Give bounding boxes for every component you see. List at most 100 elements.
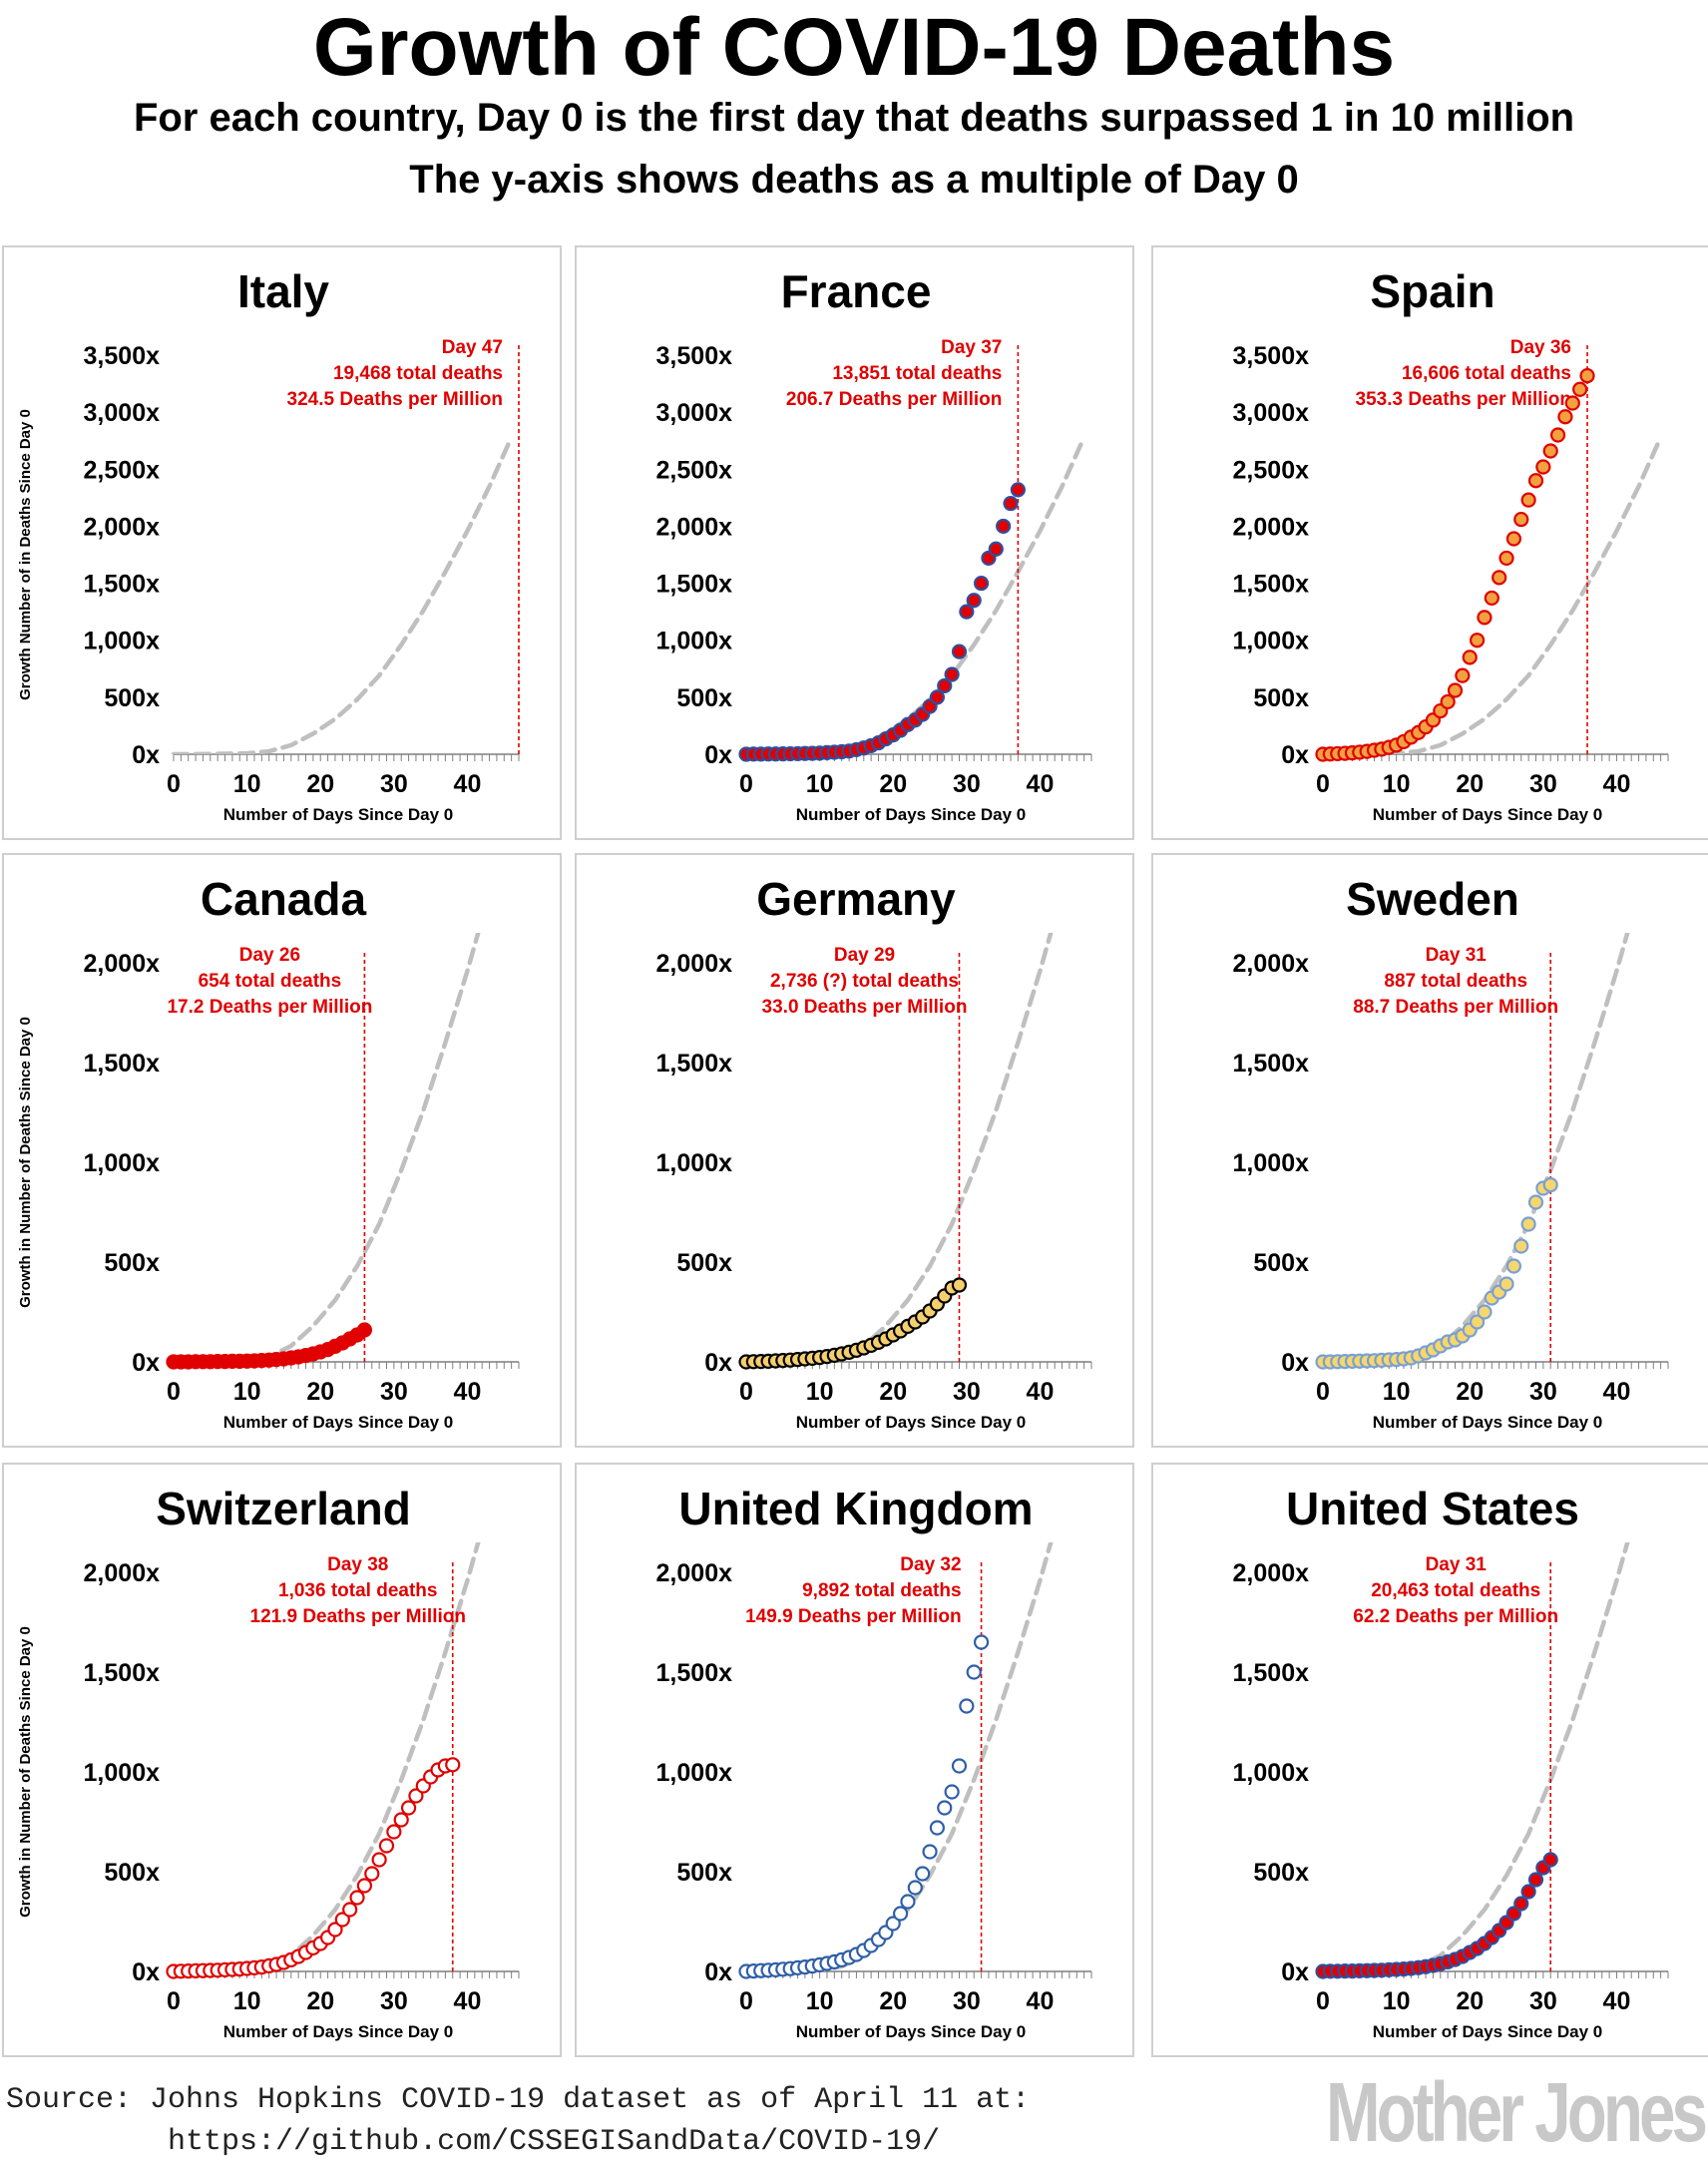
- y-tick-label: 1,500x: [656, 571, 733, 599]
- x-axis-label: Number of Days Since Day 0: [223, 1413, 454, 1432]
- x-tick-label: 10: [233, 770, 261, 798]
- y-axis-label: Growth in Number of Deaths Since Day 0: [17, 1626, 34, 1918]
- x-tick-label: 20: [1456, 770, 1484, 798]
- annotation-line: 1,036 total deaths: [278, 1580, 437, 1601]
- chart-title: Germany: [756, 873, 956, 925]
- x-tick-label: 30: [380, 1378, 408, 1406]
- annotation-line: 324.5 Deaths per Million: [287, 389, 503, 410]
- x-tick-label: 30: [1529, 1987, 1557, 2015]
- annotation-line: Day 26: [239, 945, 300, 966]
- data-point: [334, 1912, 350, 1928]
- chart-title: Canada: [201, 873, 367, 925]
- y-tick-label: 0x: [132, 741, 160, 769]
- x-axis-label: Number of Days Since Day 0: [1373, 2022, 1603, 2041]
- data-point: [944, 666, 960, 682]
- x-tick-label: 10: [1383, 1378, 1411, 1406]
- x-tick-label: 40: [1027, 1987, 1055, 2015]
- y-tick-label: 500x: [676, 1859, 732, 1887]
- source-line-2: https://github.com/CSSEGISandData/COVID-…: [6, 2125, 941, 2159]
- y-tick-label: 0x: [1281, 1958, 1309, 1986]
- x-tick-label: 10: [1383, 770, 1411, 798]
- data-point: [951, 1758, 968, 1774]
- y-tick-label: 2,500x: [656, 456, 733, 484]
- y-tick-label: 3,000x: [84, 399, 161, 427]
- chart-panel-united-states: United States 0x 500x 1,000x 1,500x 2,000x 0 10…: [1151, 1463, 1708, 2057]
- data-point: [937, 1800, 953, 1816]
- x-tick-label: 20: [306, 1378, 334, 1406]
- x-axis-label: Number of Days Since Day 0: [796, 2022, 1027, 2041]
- data-series-germany: [738, 1277, 968, 1370]
- y-tick-label: 2,000x: [656, 1559, 733, 1587]
- data-point: [885, 1916, 901, 1932]
- page-title: Growth of COVID-19 Deaths: [312, 2, 1396, 93]
- data-point: [951, 644, 968, 659]
- y-tick-label: 1,000x: [84, 628, 161, 655]
- x-axis-label: Number of Days Since Day 0: [223, 2022, 454, 2041]
- y-tick-label: 1,000x: [1233, 1759, 1310, 1787]
- data-point: [929, 1820, 946, 1836]
- x-tick-label: 10: [233, 1378, 261, 1406]
- annotation-line: 33.0 Deaths per Million: [762, 997, 968, 1018]
- y-tick-label: 1,500x: [656, 1050, 733, 1078]
- x-tick-label: 30: [380, 1987, 408, 2015]
- data-point: [1520, 492, 1536, 508]
- x-tick-label: 30: [1529, 1378, 1557, 1406]
- data-point: [1440, 693, 1456, 710]
- x-tick-label: 40: [1603, 1987, 1631, 2015]
- y-tick-label: 2,000x: [84, 513, 161, 541]
- data-point: [1513, 1238, 1529, 1254]
- data-point: [1477, 1304, 1493, 1320]
- chart-panel-italy: Italy 0x 500x 1,000x 1,500x 2,000x 2,500x 3,000…: [2, 245, 562, 840]
- annotation-line: 149.9 Deaths per Million: [745, 1606, 961, 1627]
- page-subtitle-y-axis: The y-axis shows deaths as a multiple of…: [409, 158, 1299, 202]
- y-tick-label: 500x: [1253, 684, 1309, 712]
- x-tick-label: 40: [1603, 1378, 1631, 1406]
- x-tick-label: 10: [1383, 1987, 1411, 2015]
- y-tick-label: 1,500x: [656, 1659, 733, 1687]
- y-tick-label: 1,500x: [1233, 571, 1310, 599]
- x-tick-label: 20: [1456, 1378, 1484, 1406]
- chart-svg-united-kingdom: United Kingdom 0x 500x 1,000x 1,500x 2,000x 0 1…: [656, 1483, 1092, 2041]
- chart-panel-sweden: Sweden 0x 500x 1,000x 1,500x 2,000x 0 10 20 30 40 N…: [1151, 853, 1708, 1448]
- x-tick-label: 20: [1456, 1987, 1484, 2015]
- data-point: [996, 518, 1012, 535]
- data-point: [1542, 1852, 1558, 1868]
- data-point: [1513, 511, 1529, 528]
- x-tick-label: 10: [806, 1378, 834, 1406]
- data-point: [371, 1852, 387, 1868]
- chart-panel-germany: Germany 0x 500x 1,000x 1,500x 2,000x 0 10 20 30 40…: [575, 853, 1134, 1448]
- annotation-line: 353.3 Deaths per Million: [1356, 389, 1571, 410]
- data-series-united-kingdom: [738, 1634, 990, 1979]
- chart-title: France: [781, 265, 932, 317]
- x-tick-label: 10: [806, 770, 834, 798]
- y-tick-label: 1,000x: [1233, 1149, 1310, 1177]
- x-tick-label: 40: [454, 1378, 482, 1406]
- data-point: [349, 1890, 365, 1906]
- y-tick-label: 1,000x: [1233, 628, 1310, 655]
- data-point: [327, 1922, 343, 1938]
- y-tick-label: 500x: [1253, 1249, 1309, 1277]
- x-tick-label: 40: [1603, 770, 1631, 798]
- data-point: [1505, 531, 1522, 547]
- annotation-line: 19,468 total deaths: [333, 363, 503, 384]
- data-point: [1542, 443, 1558, 459]
- data-point: [959, 1698, 975, 1714]
- chart-svg-france: France 0x 500x 1,000x 1,500x 2,000x 2,500x 3,00…: [656, 265, 1092, 824]
- data-point: [1498, 1276, 1514, 1292]
- chart-svg-spain: Spain 0x 500x 1,000x 1,500x 2,000x 2,500x 3,000…: [1233, 265, 1669, 824]
- y-tick-label: 500x: [1253, 1859, 1309, 1887]
- data-series-united-states: [1315, 1852, 1558, 1979]
- y-tick-label: 1,000x: [84, 1149, 161, 1177]
- chart-title: Italy: [237, 265, 329, 317]
- data-point: [1498, 550, 1514, 567]
- reference-curve-line: [743, 933, 1054, 1362]
- chart-panel-france: France 0x 500x 1,000x 1,500x 2,000x 2,500x 3,00…: [575, 245, 1134, 840]
- y-tick-label: 1,500x: [84, 571, 161, 599]
- annotation-line: Day 47: [442, 337, 503, 358]
- source-line-1: Source: Johns Hopkins COVID-19 dataset a…: [6, 2083, 1031, 2117]
- annotation-line: 121.9 Deaths per Million: [250, 1606, 466, 1627]
- data-point: [378, 1838, 395, 1854]
- x-tick-label: 0: [1316, 1378, 1330, 1406]
- data-series-spain: [1315, 367, 1595, 762]
- data-point: [973, 1634, 990, 1650]
